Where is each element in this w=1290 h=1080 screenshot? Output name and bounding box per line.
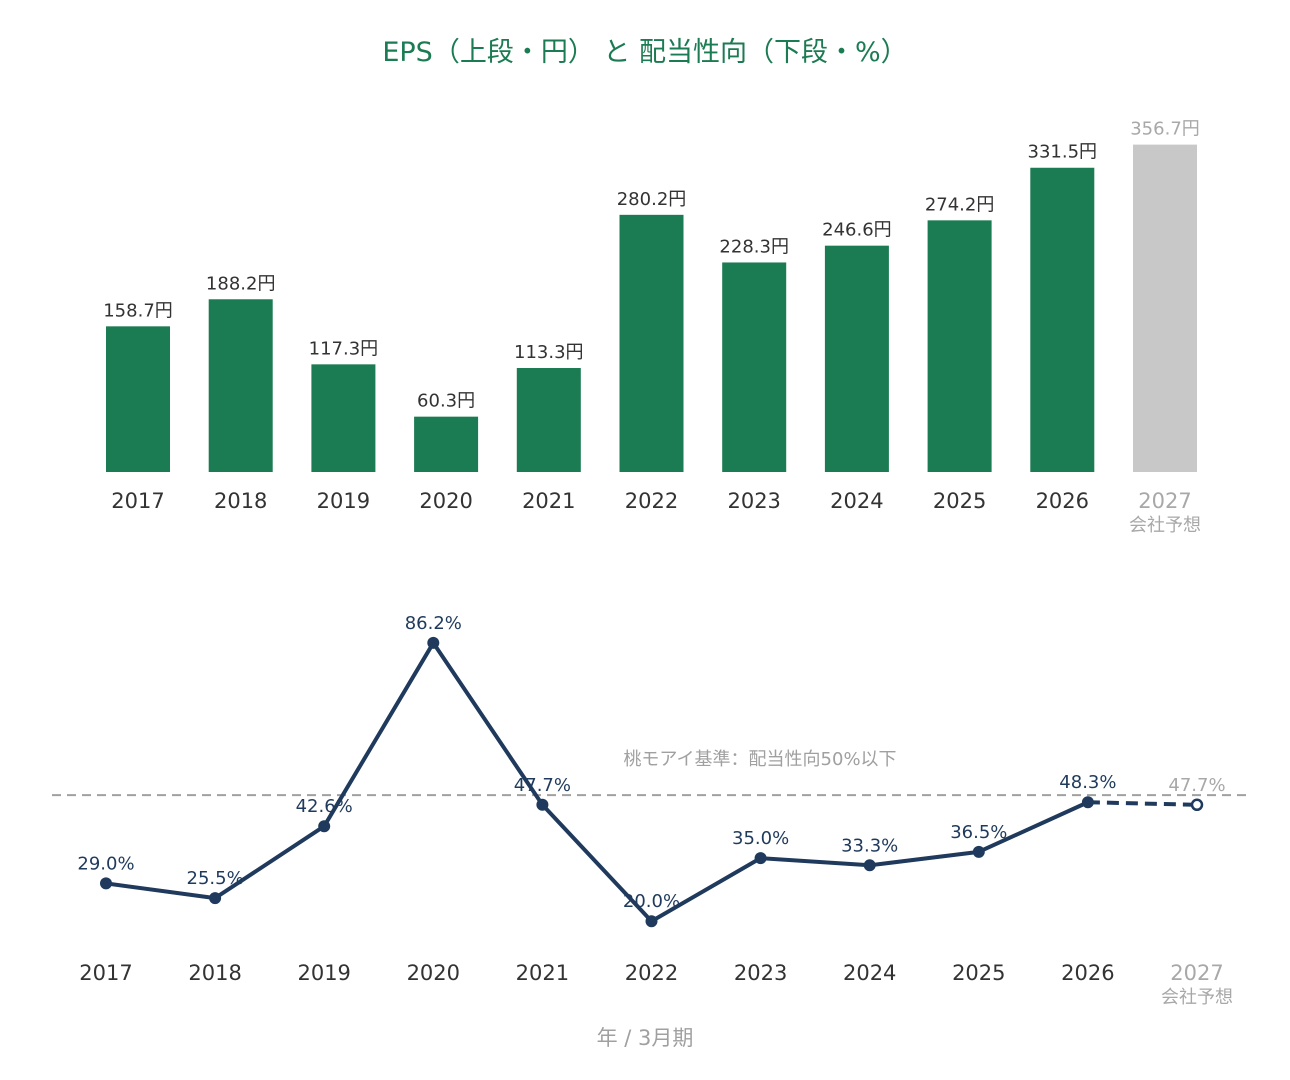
x-axis-title: 年 / 3月期 [597, 1026, 694, 1050]
payout-ratio-point-2023 [754, 852, 767, 865]
payout-ratio-point-2027 [1190, 798, 1204, 812]
eps-value-label-2023: 228.3円 [719, 236, 789, 257]
eps-bar-2017 [106, 326, 170, 472]
payout-ratio-point-2019 [318, 820, 331, 833]
eps-x-tick-2023: 2023 [727, 489, 780, 513]
payout-ratio-point-2021 [536, 798, 549, 811]
payout-forecast-sublabel: 会社予想 [1161, 987, 1233, 1008]
payout-ratio-point-2017 [100, 877, 112, 890]
eps-x-tick-2019: 2019 [317, 489, 370, 513]
eps-bar-2020 [414, 416, 479, 472]
payout-x-tick-2017: 2017 [79, 961, 132, 985]
payout-ratio-point-2020 [427, 636, 440, 649]
eps-value-label-2017: 158.7円 [103, 300, 173, 321]
eps-x-tick-2017: 2017 [111, 489, 164, 513]
eps-bar-2022 [619, 214, 684, 472]
eps-value-label-2025: 274.2円 [925, 194, 995, 215]
eps-x-tick-2020: 2020 [419, 489, 472, 513]
eps-bar-panel: 158.7円 2017 188.2円 2018 117.3円 2019 60.3円 2020 1… [103, 119, 1201, 536]
payout-x-tick-2020: 2020 [407, 961, 460, 985]
eps-x-tick-2026: 2026 [1036, 489, 1089, 513]
eps-x-tick-2018: 2018 [214, 489, 267, 513]
payout-ratio-point-2026 [1081, 796, 1094, 809]
chart-title: EPS（上段・円） と 配当性向（下段・%） [382, 37, 907, 68]
payout-x-tick-2018: 2018 [188, 961, 241, 985]
payout-ratio-value-label-2024: 33.3% [841, 835, 898, 856]
payout-x-tick-2024: 2024 [843, 961, 896, 985]
eps-value-label-2020: 60.3円 [417, 391, 475, 412]
eps-bar-2024 [824, 245, 889, 472]
payout-x-tick-2025: 2025 [952, 961, 1005, 985]
eps-value-label-2018: 188.2円 [206, 273, 276, 294]
payout-ratio-point-2022 [645, 915, 658, 928]
payout-ratio-value-label-2019: 42.6% [296, 796, 353, 817]
eps-bar-2025 [927, 220, 992, 472]
payout-ratio-value-label-2027: 47.7% [1168, 775, 1225, 796]
payout-x-tick-2023: 2023 [734, 961, 787, 985]
payout-ratio-point-2025 [972, 845, 985, 858]
eps-value-label-2026: 331.5円 [1028, 142, 1098, 163]
eps-value-label-2021: 113.3円 [514, 342, 584, 363]
payout-ratio-forecast-segment [1087, 800, 1198, 807]
eps-bar-2023 [722, 262, 787, 472]
payout-x-tick-2021: 2021 [516, 961, 569, 985]
payout-ratio-value-label-2023: 35.0% [732, 828, 789, 849]
eps-x-tick-2025: 2025 [933, 489, 986, 513]
payout-ratio-value-label-2017: 29.0% [77, 853, 134, 874]
payout-ratio-value-label-2026: 48.3% [1059, 772, 1116, 793]
eps-x-tick-2021: 2021 [522, 489, 575, 513]
payout-ratio-value-label-2020: 86.2% [405, 613, 462, 634]
payout-ratio-series-line [105, 640, 1089, 924]
eps-bar-2026 [1030, 167, 1095, 472]
eps-bar-2021 [516, 368, 581, 472]
payout-ratio-value-label-2022: 20.0% [623, 891, 680, 912]
eps-x-tick-2027: 2027 [1138, 489, 1191, 513]
payout-x-tick-2022: 2022 [625, 961, 678, 985]
payout-ratio-point-2024 [863, 859, 876, 872]
eps-x-tick-2022: 2022 [625, 489, 678, 513]
eps-value-label-2027: 356.7円 [1130, 119, 1200, 140]
eps-bar-2018 [208, 299, 273, 472]
payout-ratio-value-label-2021: 47.7% [514, 775, 571, 796]
payout-ratio-line-panel: 桃モアイ基準：配当性向50%以下 29.0% 2017 25.5% 2018 42.6% 2… [52, 613, 1252, 1008]
eps-bar-2019 [311, 364, 376, 472]
payout-ratio-point-2018 [209, 892, 222, 905]
payout-ratio-value-label-2018: 25.5% [187, 868, 244, 889]
eps-bar-2027 [1133, 144, 1197, 473]
eps-value-label-2024: 246.6円 [822, 220, 892, 241]
reference-line-label: 桃モアイ基準：配当性向50%以下 [623, 749, 896, 770]
payout-ratio-value-label-2025: 36.5% [950, 822, 1007, 843]
eps-forecast-sublabel: 会社予想 [1129, 515, 1201, 536]
eps-value-label-2019: 117.3円 [309, 338, 379, 359]
payout-x-tick-2027: 2027 [1170, 961, 1223, 985]
payout-x-tick-2019: 2019 [297, 961, 350, 985]
eps-value-label-2022: 280.2円 [617, 189, 687, 210]
payout-x-tick-2026: 2026 [1061, 961, 1114, 985]
eps-x-tick-2024: 2024 [830, 489, 883, 513]
